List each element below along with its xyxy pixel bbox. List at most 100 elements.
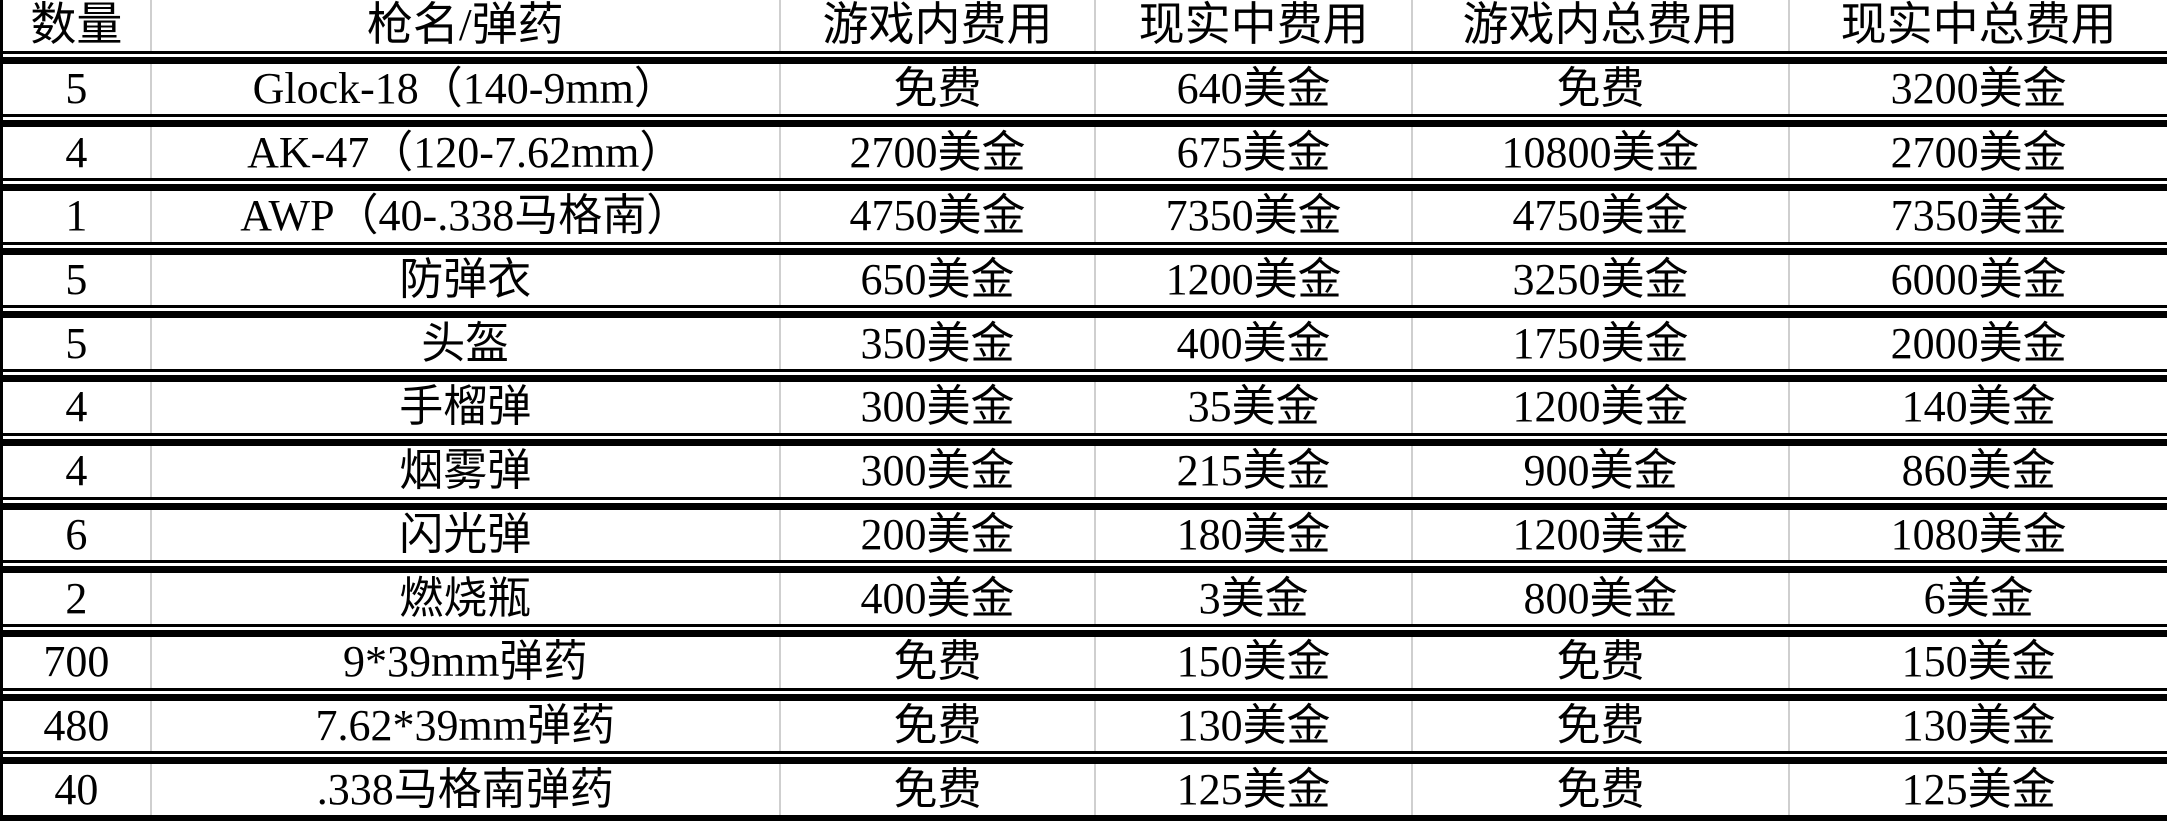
cell-ingame-cost[interactable]: 650美金 xyxy=(778,254,1095,306)
table-row: 4 烟雾弹 300美金 215美金 900美金 860美金 xyxy=(3,445,2167,497)
table-row: 1 AWP（40-.338马格南） 4750美金 7350美金 4750美金 7… xyxy=(3,191,2167,242)
cell-real-cost[interactable]: 180美金 xyxy=(1094,509,1411,561)
cell-ingame-total[interactable]: 1200美金 xyxy=(1410,382,1788,433)
row-separator xyxy=(3,496,2167,510)
cell-quantity[interactable]: 480 xyxy=(43,700,110,750)
cell-ingame-total[interactable]: 10800美金 xyxy=(1410,127,1788,179)
table-row: 5 Glock-18（140-9mm） 免费 640美金 免费 3200美金 xyxy=(3,63,2167,115)
cell-item-name[interactable]: 闪光弹 xyxy=(149,509,779,561)
row-separator xyxy=(3,178,2167,192)
cell-ingame-cost[interactable]: 免费 xyxy=(778,700,1095,752)
cell-ingame-total[interactable]: 免费 xyxy=(1410,636,1788,688)
row-separator xyxy=(3,114,2167,128)
cell-real-total[interactable]: 2000美金 xyxy=(1788,318,2167,370)
cell-real-cost[interactable]: 215美金 xyxy=(1094,445,1411,497)
cell-ingame-cost[interactable]: 2700美金 xyxy=(778,127,1095,179)
cell-quantity[interactable]: 4 xyxy=(65,127,88,177)
cell-quantity[interactable]: 40 xyxy=(54,764,99,814)
cell-item-name[interactable]: 9*39mm弹药 xyxy=(149,636,779,688)
cell-ingame-cost[interactable]: 免费 xyxy=(778,764,1095,815)
cell-real-total[interactable]: 860美金 xyxy=(1788,445,2167,497)
cell-item-name[interactable]: 防弹衣 xyxy=(149,254,779,306)
cell-ingame-cost[interactable]: 4750美金 xyxy=(778,191,1095,242)
cell-real-total[interactable]: 1080美金 xyxy=(1788,509,2167,561)
cell-ingame-total[interactable]: 1200美金 xyxy=(1410,509,1788,561)
cell-real-cost[interactable]: 125美金 xyxy=(1094,764,1411,815)
table-row: 700 9*39mm弹药 免费 150美金 免费 150美金 xyxy=(3,636,2167,688)
cell-quantity[interactable]: 1 xyxy=(65,191,88,241)
cell-ingame-cost[interactable]: 免费 xyxy=(778,636,1095,688)
cell-quantity[interactable]: 4 xyxy=(65,382,88,432)
cell-ingame-cost[interactable]: 300美金 xyxy=(778,445,1095,497)
cell-ingame-cost[interactable]: 免费 xyxy=(778,63,1095,115)
cell-ingame-total[interactable]: 900美金 xyxy=(1410,445,1788,497)
header-cell-real-cost[interactable]: 现实中费用 xyxy=(1094,0,1411,51)
cell-ingame-total[interactable]: 免费 xyxy=(1410,764,1788,815)
cell-real-cost[interactable]: 7350美金 xyxy=(1094,191,1411,242)
cell-real-total[interactable]: 130美金 xyxy=(1788,700,2167,752)
table-row: 4 AK-47（120-7.62mm） 2700美金 675美金 10800美金… xyxy=(3,127,2167,179)
row-separator xyxy=(3,687,2167,701)
row-separator xyxy=(3,560,2167,574)
row-separator xyxy=(3,369,2167,383)
cell-real-total[interactable]: 3200美金 xyxy=(1788,63,2167,115)
cell-quantity[interactable]: 700 xyxy=(43,637,110,687)
cell-ingame-total[interactable]: 免费 xyxy=(1410,63,1788,115)
cell-real-cost[interactable]: 675美金 xyxy=(1094,127,1411,179)
cell-quantity[interactable]: 5 xyxy=(65,64,88,114)
cell-real-total[interactable]: 7350美金 xyxy=(1788,191,2167,242)
row-separator xyxy=(3,241,2167,255)
cell-item-name[interactable]: AWP（40-.338马格南） xyxy=(149,191,779,242)
cell-real-total[interactable]: 150美金 xyxy=(1788,636,2167,688)
table-row: 5 头盔 350美金 400美金 1750美金 2000美金 xyxy=(3,318,2167,370)
cell-real-cost[interactable]: 35美金 xyxy=(1094,382,1411,433)
cell-real-total[interactable]: 6美金 xyxy=(1788,573,2167,624)
cell-ingame-cost[interactable]: 400美金 xyxy=(778,573,1095,624)
cell-real-total[interactable]: 140美金 xyxy=(1788,382,2167,433)
cell-quantity[interactable]: 6 xyxy=(65,509,88,559)
cell-real-total[interactable]: 6000美金 xyxy=(1788,254,2167,306)
cell-ingame-total[interactable]: 免费 xyxy=(1410,700,1788,752)
cell-quantity[interactable]: 2 xyxy=(65,573,88,623)
table-header-row: 数量 枪名/弹药 游戏内费用 现实中费用 游戏内总费用 现实中总费用 xyxy=(3,0,2167,51)
table-row: 6 闪光弹 200美金 180美金 1200美金 1080美金 xyxy=(3,509,2167,561)
row-separator xyxy=(3,432,2167,446)
header-cell-ingame-cost[interactable]: 游戏内费用 xyxy=(778,0,1095,51)
cell-real-cost[interactable]: 640美金 xyxy=(1094,63,1411,115)
cell-real-cost[interactable]: 400美金 xyxy=(1094,318,1411,370)
table-row: 5 防弹衣 650美金 1200美金 3250美金 6000美金 xyxy=(3,254,2167,306)
table-row: 480 7.62*39mm弹药 免费 130美金 免费 130美金 xyxy=(3,700,2167,752)
cell-real-cost[interactable]: 3美金 xyxy=(1094,573,1411,624)
cell-real-cost[interactable]: 1200美金 xyxy=(1094,254,1411,306)
cell-item-name[interactable]: 7.62*39mm弹药 xyxy=(149,700,779,752)
cell-real-total[interactable]: 2700美金 xyxy=(1788,127,2167,179)
row-separator xyxy=(3,623,2167,637)
cell-quantity[interactable]: 4 xyxy=(65,446,88,496)
header-cell-quantity[interactable]: 数量 xyxy=(30,0,123,51)
cell-quantity[interactable]: 5 xyxy=(65,255,88,305)
cell-ingame-total[interactable]: 4750美金 xyxy=(1410,191,1788,242)
cell-real-cost[interactable]: 130美金 xyxy=(1094,700,1411,752)
cell-item-name[interactable]: 手榴弹 xyxy=(149,382,779,433)
cell-ingame-total[interactable]: 1750美金 xyxy=(1410,318,1788,370)
header-cell-real-total[interactable]: 现实中总费用 xyxy=(1788,0,2167,51)
cell-item-name[interactable]: 头盔 xyxy=(149,318,779,370)
row-separator xyxy=(3,50,2167,64)
cell-item-name[interactable]: Glock-18（140-9mm） xyxy=(149,63,779,115)
cell-ingame-cost[interactable]: 200美金 xyxy=(778,509,1095,561)
cell-item-name[interactable]: .338马格南弹药 xyxy=(149,764,779,815)
cell-item-name[interactable]: 烟雾弹 xyxy=(149,445,779,497)
cell-ingame-total[interactable]: 800美金 xyxy=(1410,573,1788,624)
cell-ingame-total[interactable]: 3250美金 xyxy=(1410,254,1788,306)
header-cell-ingame-total[interactable]: 游戏内总费用 xyxy=(1410,0,1788,51)
header-cell-item-name[interactable]: 枪名/弹药 xyxy=(149,0,779,51)
cell-item-name[interactable]: 燃烧瓶 xyxy=(149,573,779,624)
cell-item-name[interactable]: AK-47（120-7.62mm） xyxy=(149,127,779,179)
cell-quantity[interactable]: 5 xyxy=(65,318,88,368)
cell-real-cost[interactable]: 150美金 xyxy=(1094,636,1411,688)
cell-ingame-cost[interactable]: 350美金 xyxy=(778,318,1095,370)
row-separator xyxy=(3,305,2167,319)
cell-ingame-cost[interactable]: 300美金 xyxy=(778,382,1095,433)
cell-real-total[interactable]: 125美金 xyxy=(1788,764,2167,815)
